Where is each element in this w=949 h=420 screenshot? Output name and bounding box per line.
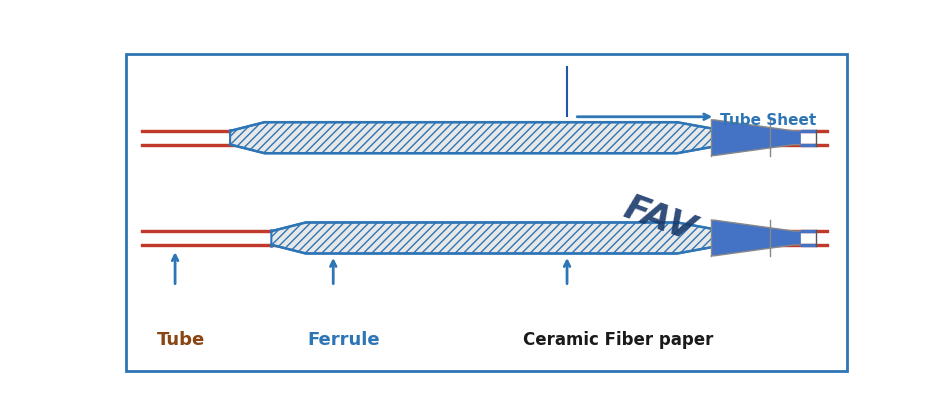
- Text: Ferrule: Ferrule: [307, 331, 381, 349]
- Polygon shape: [712, 220, 801, 256]
- Text: Ceramic Fiber paper: Ceramic Fiber paper: [523, 331, 714, 349]
- Text: Tube: Tube: [157, 331, 205, 349]
- Polygon shape: [712, 120, 801, 155]
- Text: Tube Sheet: Tube Sheet: [720, 113, 816, 128]
- Polygon shape: [230, 122, 725, 153]
- Text: FAV: FAV: [619, 191, 699, 248]
- Polygon shape: [271, 223, 725, 254]
